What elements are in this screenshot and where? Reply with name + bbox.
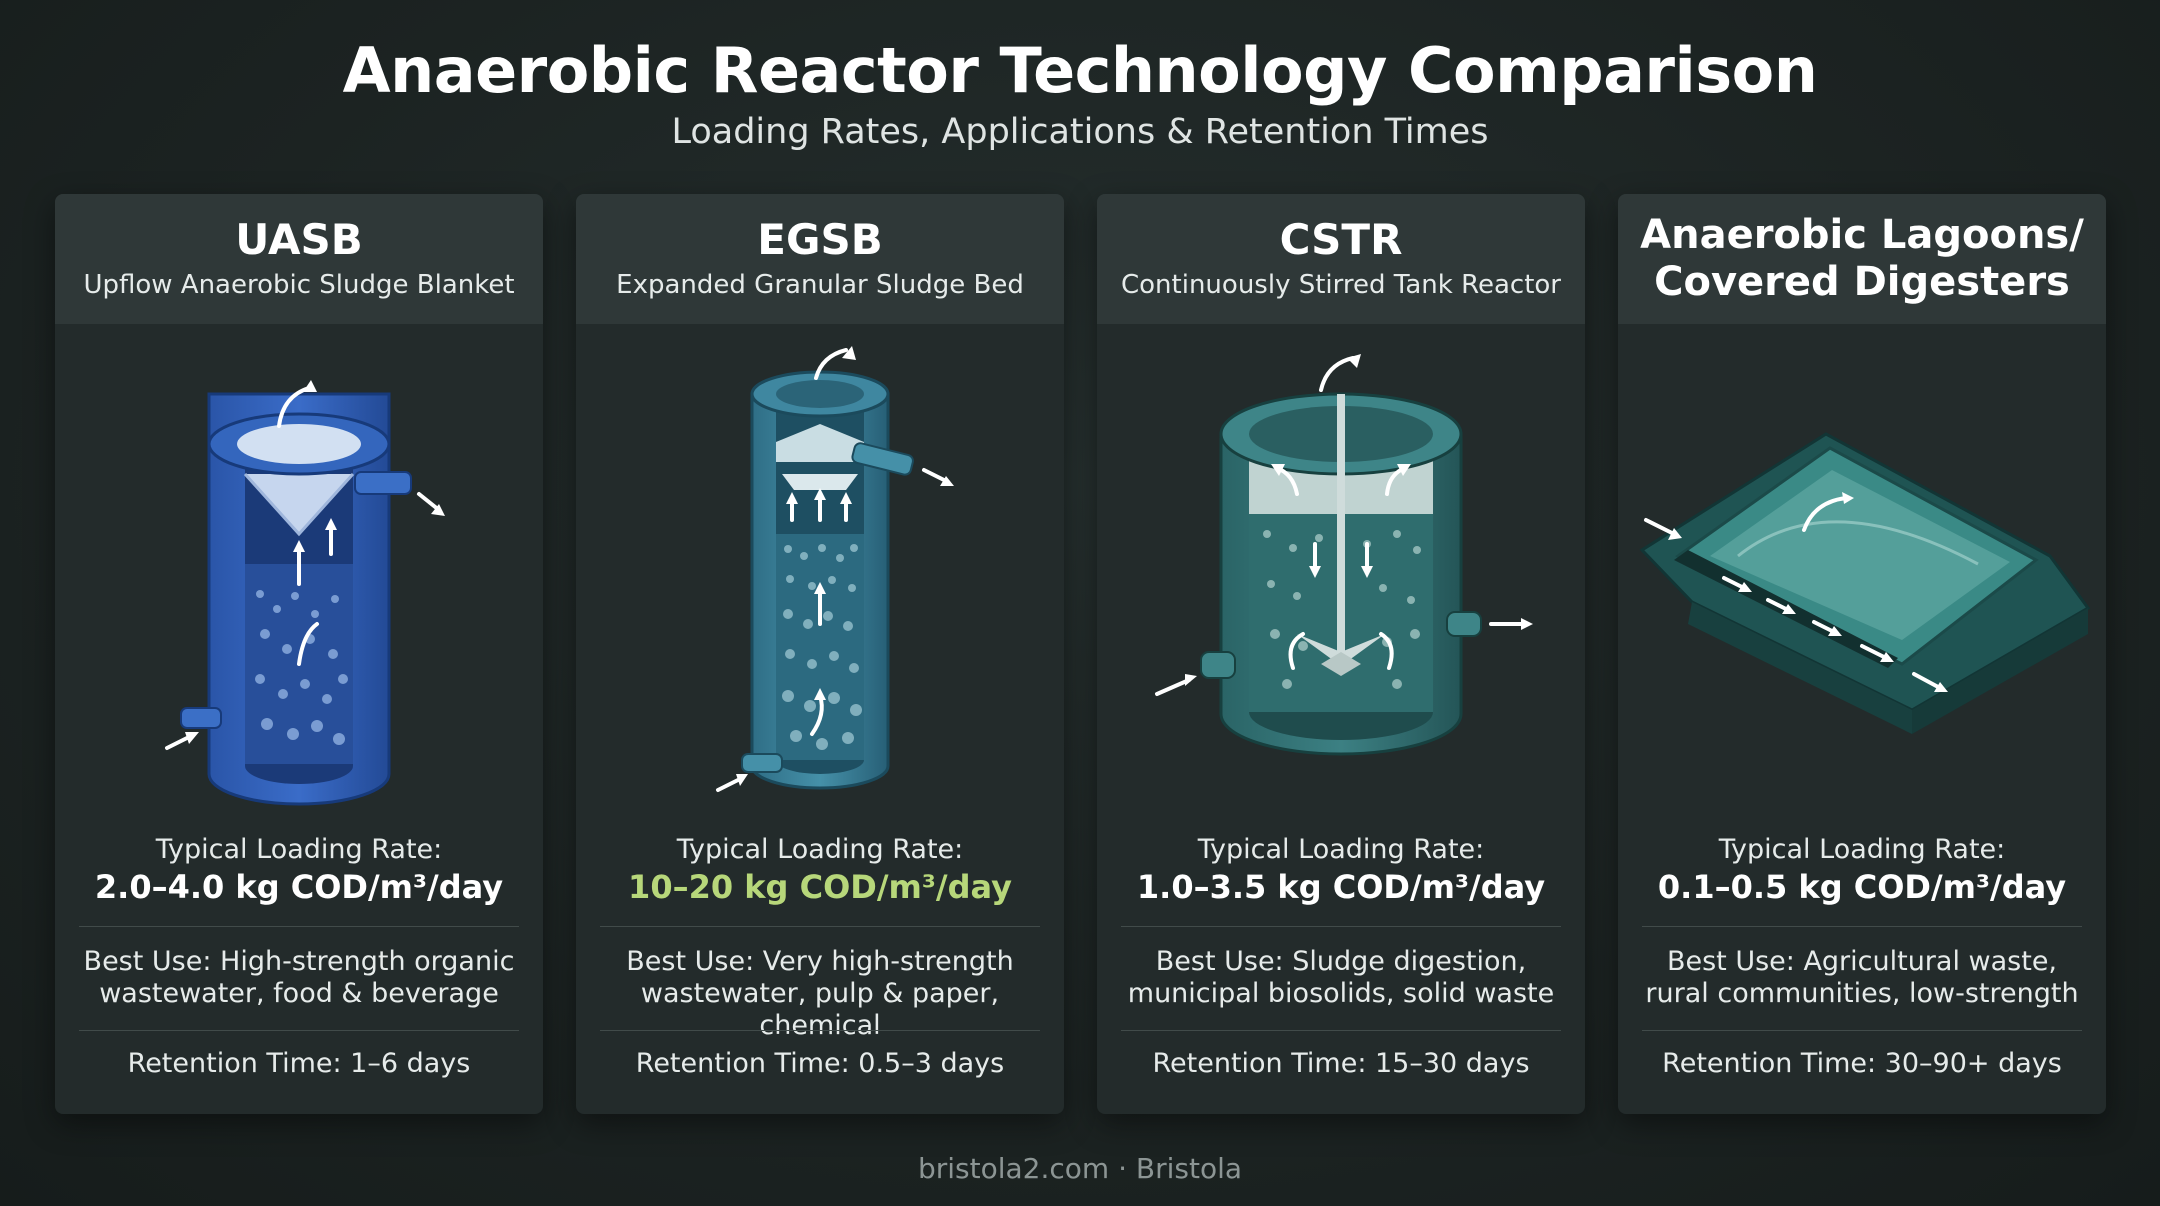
covered-lagoon-icon [1618,334,2106,814]
divider [79,926,519,927]
card-title: Anaerobic Lagoons/ Covered Digesters [1640,212,2084,305]
retention-time: Retention Time: 30–90+ days [1662,1048,2062,1079]
loading-rate-label: Typical Loading Rate: [1197,834,1485,865]
card-header: Anaerobic Lagoons/ Covered Digesters [1618,194,2106,324]
loading-rate-label: Typical Loading Rate: [1718,834,2006,865]
divider [1642,1030,2082,1031]
card-subtitle: Continuously Stirred Tank Reactor [1121,270,1561,300]
cstr-tank-icon [1097,334,1585,814]
card-header: EGSB Expanded Granular Sludge Bed [576,194,1064,324]
card-subtitle: Upflow Anaerobic Sludge Blanket [83,270,515,300]
divider [1642,926,2082,927]
retention-time: Retention Time: 1–6 days [127,1048,471,1079]
card-header: CSTR Continuously Stirred Tank Reactor [1097,194,1585,324]
loading-rate-value: 10–20 kg COD/m³/day [628,868,1012,906]
divider [1121,1030,1561,1031]
divider [1121,926,1561,927]
best-use-text: Best Use: Sludge digestion, municipal bi… [1127,946,1555,1009]
loading-rate-label: Typical Loading Rate: [676,834,964,865]
loading-rate-label: Typical Loading Rate: [155,834,443,865]
uasb-reactor-icon [55,334,543,814]
best-use-text: Best Use: Agricultural waste, rural comm… [1645,946,2079,1009]
loading-rate-value: 1.0–3.5 kg COD/m³/day [1136,868,1546,906]
page-subtitle: Loading Rates, Applications & Retention … [671,112,1489,152]
card-header: UASB Upflow Anaerobic Sludge Blanket [55,194,543,324]
card-uasb: UASB Upflow Anaerobic Sludge Blanket [55,194,543,1114]
loading-rate-value: 0.1–0.5 kg COD/m³/day [1657,868,2067,906]
retention-time: Retention Time: 0.5–3 days [635,1048,1005,1079]
footer-credit: bristola2.com · Bristola [917,1152,1243,1185]
card-title: UASB [235,215,363,264]
loading-rate-value: 2.0–4.0 kg COD/m³/day [94,868,504,906]
card-egsb: EGSB Expanded Granular Sludge Bed [576,194,1064,1114]
best-use-text: Best Use: Very high-strength wastewater,… [626,946,1014,1041]
card-lagoons: Anaerobic Lagoons/ Covered Digesters [1618,194,2106,1114]
card-cstr: CSTR Continuously Stirred Tank Reactor [1097,194,1585,1114]
card-title: EGSB [757,215,883,264]
divider [600,926,1040,927]
best-use-text: Best Use: High-strength organic wastewat… [83,946,515,1009]
card-title: CSTR [1279,215,1403,264]
divider [79,1030,519,1031]
page-title: Anaerobic Reactor Technology Comparison [342,34,1818,107]
divider [600,1030,1040,1031]
retention-time: Retention Time: 15–30 days [1152,1048,1530,1079]
card-subtitle: Expanded Granular Sludge Bed [616,270,1024,300]
egsb-reactor-icon [576,334,1064,814]
